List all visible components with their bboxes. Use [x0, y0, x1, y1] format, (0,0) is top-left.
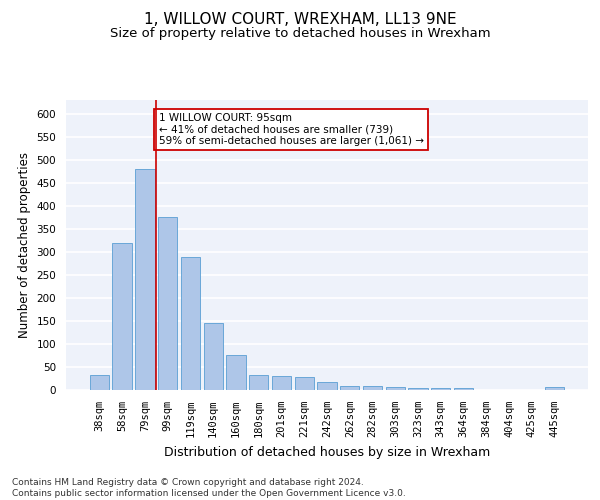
Bar: [409, 388, 428, 390]
Bar: [454, 388, 473, 390]
Bar: [135, 169, 155, 390]
Bar: [249, 375, 268, 390]
Text: 1, WILLOW COURT, WREXHAM, LL13 9NE: 1, WILLOW COURT, WREXHAM, LL13 9NE: [143, 12, 457, 28]
Bar: [431, 388, 451, 390]
Y-axis label: Number of detached properties: Number of detached properties: [18, 152, 31, 338]
Bar: [295, 377, 314, 390]
Bar: [545, 387, 564, 390]
X-axis label: Distribution of detached houses by size in Wrexham: Distribution of detached houses by size …: [164, 446, 490, 458]
Bar: [317, 382, 337, 390]
Bar: [181, 256, 200, 390]
Bar: [226, 354, 245, 390]
Text: Contains HM Land Registry data © Crown copyright and database right 2024.
Contai: Contains HM Land Registry data © Crown c…: [12, 478, 406, 498]
Bar: [272, 376, 291, 390]
Text: Size of property relative to detached houses in Wrexham: Size of property relative to detached ho…: [110, 28, 490, 40]
Bar: [363, 386, 382, 390]
Bar: [158, 218, 178, 390]
Text: 1 WILLOW COURT: 95sqm
← 41% of detached houses are smaller (739)
59% of semi-det: 1 WILLOW COURT: 95sqm ← 41% of detached …: [158, 113, 424, 146]
Bar: [112, 242, 132, 390]
Bar: [203, 324, 223, 390]
Bar: [386, 387, 405, 390]
Bar: [340, 386, 359, 390]
Bar: [90, 376, 109, 390]
